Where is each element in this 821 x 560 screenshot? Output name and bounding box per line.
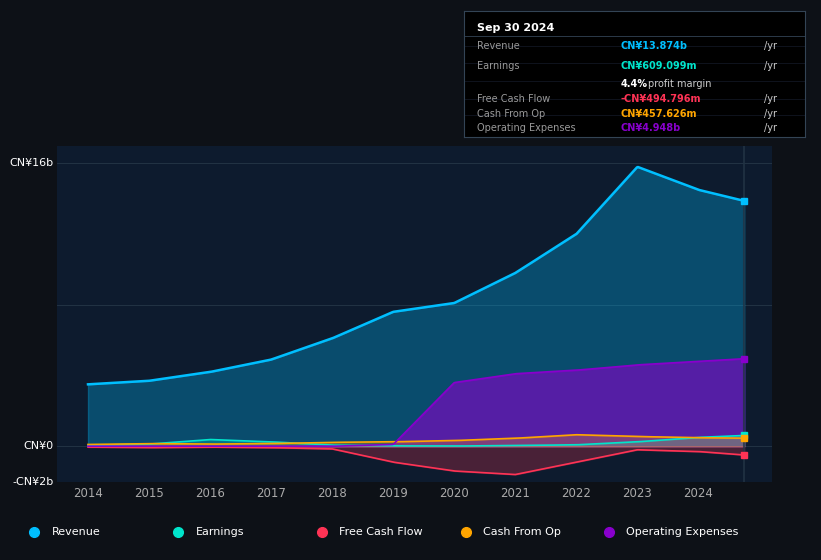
- Text: /yr: /yr: [764, 61, 777, 71]
- Text: Free Cash Flow: Free Cash Flow: [478, 94, 551, 104]
- Text: Operating Expenses: Operating Expenses: [478, 123, 576, 133]
- Text: CN¥609.099m: CN¥609.099m: [621, 61, 697, 71]
- Text: CN¥16b: CN¥16b: [10, 158, 54, 169]
- Text: Sep 30 2024: Sep 30 2024: [478, 22, 555, 32]
- Text: 4.4%: 4.4%: [621, 78, 648, 88]
- Text: -CN¥2b: -CN¥2b: [12, 477, 54, 487]
- Text: -CN¥494.796m: -CN¥494.796m: [621, 94, 701, 104]
- Text: CN¥4.948b: CN¥4.948b: [621, 123, 681, 133]
- Text: Earnings: Earnings: [195, 528, 244, 538]
- Text: Revenue: Revenue: [478, 41, 521, 51]
- Text: /yr: /yr: [764, 123, 777, 133]
- Text: Free Cash Flow: Free Cash Flow: [339, 528, 423, 538]
- Text: /yr: /yr: [764, 109, 777, 119]
- Text: CN¥13.874b: CN¥13.874b: [621, 41, 688, 51]
- Text: Cash From Op: Cash From Op: [483, 528, 561, 538]
- Text: Revenue: Revenue: [52, 528, 100, 538]
- Text: CN¥0: CN¥0: [24, 441, 54, 451]
- Text: /yr: /yr: [764, 41, 777, 51]
- Text: Earnings: Earnings: [478, 61, 520, 71]
- Text: /yr: /yr: [764, 94, 777, 104]
- Text: Operating Expenses: Operating Expenses: [626, 528, 739, 538]
- Text: profit margin: profit margin: [648, 78, 711, 88]
- Text: CN¥457.626m: CN¥457.626m: [621, 109, 697, 119]
- Text: Cash From Op: Cash From Op: [478, 109, 546, 119]
